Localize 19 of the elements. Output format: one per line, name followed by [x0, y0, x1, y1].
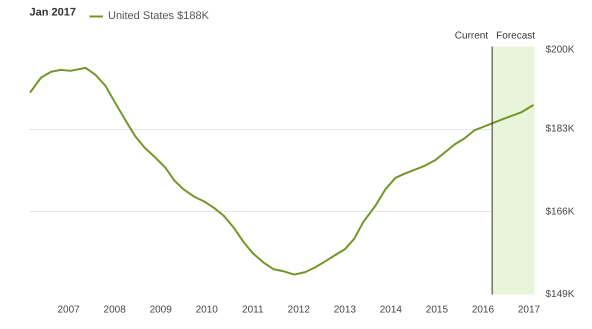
band-label: Forecast — [496, 30, 536, 42]
x-tick-label: 2009 — [150, 304, 172, 316]
y-tick-label: $166K — [546, 206, 575, 218]
x-tick-label: 2014 — [380, 304, 402, 316]
y-tick-label: $183K — [546, 124, 575, 135]
x-tick-label: 2007 — [58, 304, 80, 316]
ref-line-label: Current — [454, 30, 488, 42]
x-tick-label: 2008 — [104, 304, 126, 316]
x-tick-label: 2013 — [334, 304, 356, 316]
legend-label: United States $188K — [108, 10, 209, 22]
chart-title: Jan 2017 — [30, 6, 76, 18]
x-tick-label: 2015 — [426, 304, 448, 316]
y-tick-label: $200K — [546, 44, 575, 56]
x-tick-label: 2011 — [242, 304, 264, 316]
x-tick-label: 2010 — [196, 304, 218, 316]
x-tick-label: 2016 — [472, 304, 495, 316]
x-tick-label: 2017 — [518, 304, 541, 316]
x-tick-label: 2012 — [288, 304, 310, 316]
y-tick-label: $149K — [546, 289, 575, 300]
